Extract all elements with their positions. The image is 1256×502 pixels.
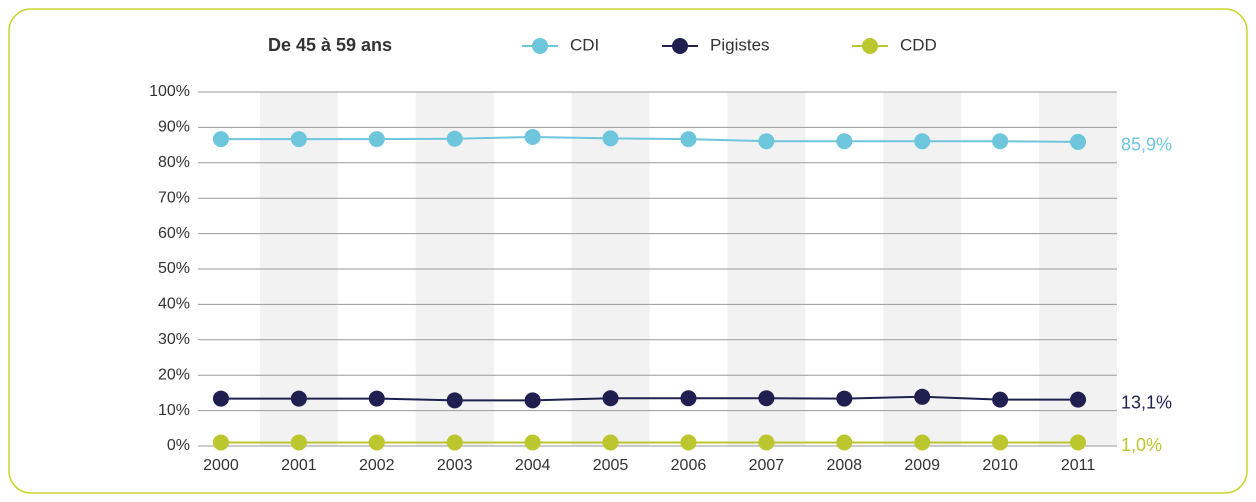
- x-tick-label: 2001: [281, 457, 317, 474]
- point: [836, 390, 853, 407]
- point: [992, 391, 1009, 408]
- point: [758, 390, 775, 407]
- x-tick-label: 2007: [749, 457, 785, 474]
- point: [602, 434, 619, 451]
- y-tick-label: 0%: [167, 437, 190, 454]
- y-tick-label: 70%: [158, 189, 190, 206]
- chart-title: De 45 à 59 ans: [268, 35, 392, 55]
- point: [290, 131, 307, 148]
- point: [992, 133, 1009, 150]
- point: [836, 434, 853, 451]
- legend-label: CDD: [900, 35, 937, 54]
- y-tick-label: 20%: [158, 366, 190, 383]
- point: [914, 133, 931, 150]
- legend-marker: [672, 38, 688, 54]
- value-label: 85,9%: [1121, 135, 1172, 155]
- x-tick-label: 2005: [593, 457, 629, 474]
- y-tick-label: 60%: [158, 225, 190, 242]
- point: [368, 131, 385, 148]
- x-tick-label: 2000: [203, 457, 239, 474]
- y-tick-label: 100%: [149, 83, 190, 100]
- point: [290, 434, 307, 451]
- y-tick-label: 10%: [158, 402, 190, 419]
- x-tick-label: 2009: [904, 457, 940, 474]
- point: [1070, 391, 1087, 408]
- point: [212, 131, 229, 148]
- legend-label: CDI: [570, 35, 599, 54]
- x-tick-label: 2011: [1061, 457, 1096, 474]
- y-tick-label: 40%: [158, 296, 190, 313]
- point: [290, 390, 307, 407]
- y-tick-label: 90%: [158, 119, 190, 136]
- legend-marker: [862, 38, 878, 54]
- point: [758, 434, 775, 451]
- x-tick-label: 2010: [982, 457, 1018, 474]
- point: [446, 130, 463, 147]
- point: [992, 434, 1009, 451]
- y-tick-label: 30%: [158, 331, 190, 348]
- point: [680, 390, 697, 407]
- series-line: [220, 135, 1079, 143]
- x-tick-label: 2003: [437, 457, 473, 474]
- legend-marker: [532, 38, 548, 54]
- point: [212, 390, 229, 407]
- point: [524, 434, 541, 451]
- y-tick-label: 80%: [158, 154, 190, 171]
- point: [368, 434, 385, 451]
- point: [1070, 133, 1087, 150]
- point: [1070, 434, 1087, 451]
- point: [680, 434, 697, 451]
- point: [758, 133, 775, 150]
- value-label: 13,1%: [1121, 392, 1172, 412]
- point: [368, 390, 385, 407]
- point: [212, 434, 229, 451]
- point: [680, 131, 697, 148]
- legend-label: Pigistes: [710, 35, 770, 54]
- point: [602, 390, 619, 407]
- point: [446, 392, 463, 409]
- point: [914, 434, 931, 451]
- x-tick-label: 2002: [359, 457, 395, 474]
- x-tick-label: 2006: [671, 457, 707, 474]
- point: [524, 128, 541, 145]
- point: [524, 392, 541, 409]
- point: [446, 434, 463, 451]
- series-line: [220, 395, 1079, 402]
- point: [602, 130, 619, 147]
- point: [914, 388, 931, 405]
- x-tick-label: 2004: [515, 457, 551, 474]
- point: [836, 133, 853, 150]
- value-label: 1,0%: [1121, 435, 1162, 455]
- x-tick-label: 2008: [826, 457, 862, 474]
- y-tick-label: 50%: [158, 260, 190, 277]
